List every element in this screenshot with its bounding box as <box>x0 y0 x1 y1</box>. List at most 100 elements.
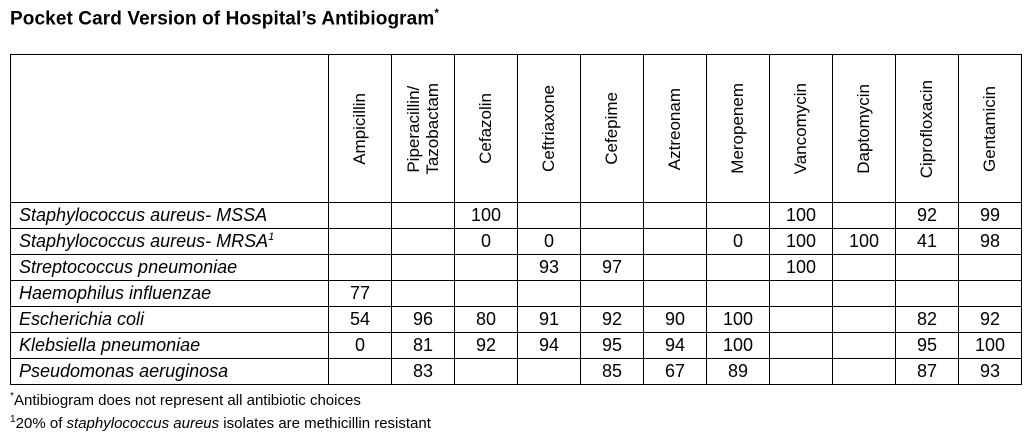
title-footnote-marker: * <box>434 7 440 20</box>
organism-name: Klebsiella pneumoniae <box>10 332 329 360</box>
antibiotic-column-header: Aztreonam <box>643 54 707 204</box>
susceptibility-value <box>454 358 518 386</box>
susceptibility-value: 82 <box>895 306 959 334</box>
footnote-text-italic: staphylococcus aureus <box>66 415 220 433</box>
susceptibility-value: 100 <box>832 228 896 256</box>
antibiotic-column-header: Vancomycin <box>769 54 833 204</box>
organism-name: Streptococcus pneumoniae <box>10 254 329 282</box>
susceptibility-value: 54 <box>328 306 392 334</box>
susceptibility-value: 93 <box>517 254 581 282</box>
antibiotic-label: Meropenem <box>728 83 748 175</box>
susceptibility-value <box>580 228 644 256</box>
susceptibility-value: 0 <box>454 228 518 256</box>
antibiotic-label: Cefepime <box>602 92 622 166</box>
susceptibility-value <box>832 202 896 230</box>
table-row: Staphylococcus aureus- MSSA 100 100 92 99 <box>10 202 1022 230</box>
table-body: Staphylococcus aureus- MSSA 100 100 92 99 Sta… <box>10 202 1022 386</box>
susceptibility-value <box>391 254 455 282</box>
footnote-antibiogram: *Antibiogram does not represent all anti… <box>10 387 1030 410</box>
susceptibility-value: 90 <box>643 306 707 334</box>
susceptibility-value: 85 <box>580 358 644 386</box>
antibiotic-column-header: Cefazolin <box>454 54 518 204</box>
susceptibility-value: 96 <box>391 306 455 334</box>
susceptibility-value <box>706 280 770 308</box>
table-row: Pseudomonas aeruginosa 83 85 67 89 87 93 <box>10 358 1022 386</box>
susceptibility-value: 97 <box>580 254 644 282</box>
organism-name: Escherichia coli <box>10 306 329 334</box>
antibiotic-label: Cefazolin <box>476 93 496 165</box>
susceptibility-value: 94 <box>517 332 581 360</box>
susceptibility-value: 87 <box>895 358 959 386</box>
susceptibility-value: 94 <box>643 332 707 360</box>
table-row: Streptococcus pneumoniae 93 97 100 <box>10 254 1022 282</box>
susceptibility-value <box>769 332 833 360</box>
footnotes: *Antibiogram does not represent all anti… <box>10 387 1030 433</box>
susceptibility-value: 89 <box>706 358 770 386</box>
antibiotic-label: Aztreonam <box>665 87 685 170</box>
antibiotic-label: Ciprofloxacin <box>917 79 937 178</box>
organism-name: Staphylococcus aureus- MSSA <box>10 202 329 230</box>
footnote-text-suffix: isolates are methicillin resistant <box>219 415 431 433</box>
susceptibility-value <box>706 254 770 282</box>
antibiotic-column-header: Cefepime <box>580 54 644 204</box>
organism-name: Haemophilus influenzae <box>10 280 329 308</box>
antibiotic-column-header: Ampicillin <box>328 54 392 204</box>
table-row: Klebsiella pneumoniae 0 81 92 94 95 94 100 95 100 <box>10 332 1022 360</box>
susceptibility-value <box>706 202 770 230</box>
susceptibility-value <box>769 280 833 308</box>
susceptibility-value <box>643 254 707 282</box>
susceptibility-value: 81 <box>391 332 455 360</box>
susceptibility-value: 83 <box>391 358 455 386</box>
susceptibility-value <box>832 280 896 308</box>
susceptibility-value: 0 <box>706 228 770 256</box>
footnote-mrsa: 120% of staphylococcus aureus isolates a… <box>10 410 1030 433</box>
footnote-text: 20% of <box>15 415 67 433</box>
susceptibility-value: 92 <box>958 306 1022 334</box>
antibiotic-column-header: Ciprofloxacin <box>895 54 959 204</box>
susceptibility-value: 95 <box>895 332 959 360</box>
footnote-marker: 1 <box>10 414 16 426</box>
susceptibility-value: 93 <box>958 358 1022 386</box>
susceptibility-value <box>832 254 896 282</box>
susceptibility-value: 100 <box>958 332 1022 360</box>
susceptibility-value <box>391 228 455 256</box>
susceptibility-value: 80 <box>454 306 518 334</box>
antibiotic-label: Ampicillin <box>350 92 370 165</box>
susceptibility-value <box>580 202 644 230</box>
antibiotic-label: Piperacillin/ Tazobactam <box>403 82 442 175</box>
susceptibility-value <box>517 202 581 230</box>
susceptibility-value: 100 <box>454 202 518 230</box>
page-title: Pocket Card Version of Hospital’s Antibi… <box>10 7 1030 30</box>
susceptibility-value: 98 <box>958 228 1022 256</box>
susceptibility-value: 100 <box>706 306 770 334</box>
susceptibility-value: 0 <box>328 332 392 360</box>
susceptibility-value <box>328 228 392 256</box>
table-row: Escherichia coli 54 96 80 91 92 90 100 82 92 <box>10 306 1022 334</box>
antibiotic-column-header: Meropenem <box>706 54 770 204</box>
susceptibility-value <box>517 280 581 308</box>
susceptibility-value <box>769 306 833 334</box>
susceptibility-value: 95 <box>580 332 644 360</box>
footnote-marker: * <box>10 391 14 403</box>
susceptibility-value <box>895 280 959 308</box>
susceptibility-value: 99 <box>958 202 1022 230</box>
susceptibility-value <box>328 202 392 230</box>
susceptibility-value: 67 <box>643 358 707 386</box>
susceptibility-value: 77 <box>328 280 392 308</box>
header-row: Ampicillin Piperacillin/ Tazobactam Cefazo… <box>10 54 1022 204</box>
susceptibility-value <box>643 280 707 308</box>
table-header: Ampicillin Piperacillin/ Tazobactam Cefazo… <box>10 54 1022 204</box>
table-row: Staphylococcus aureus- MRSA1 0 0 0 100 100 41 9… <box>10 228 1022 256</box>
organism-footnote-marker: 1 <box>268 231 275 244</box>
susceptibility-value <box>517 358 581 386</box>
organism-name: Staphylococcus aureus- MRSA1 <box>10 228 329 256</box>
antibiotic-label: Ceftriaxone <box>539 85 559 173</box>
susceptibility-value <box>391 202 455 230</box>
susceptibility-value: 91 <box>517 306 581 334</box>
susceptibility-value <box>328 254 392 282</box>
susceptibility-value <box>643 228 707 256</box>
table-row: Haemophilus influenzae 77 <box>10 280 1022 308</box>
susceptibility-value: 100 <box>769 202 833 230</box>
susceptibility-value <box>328 358 392 386</box>
